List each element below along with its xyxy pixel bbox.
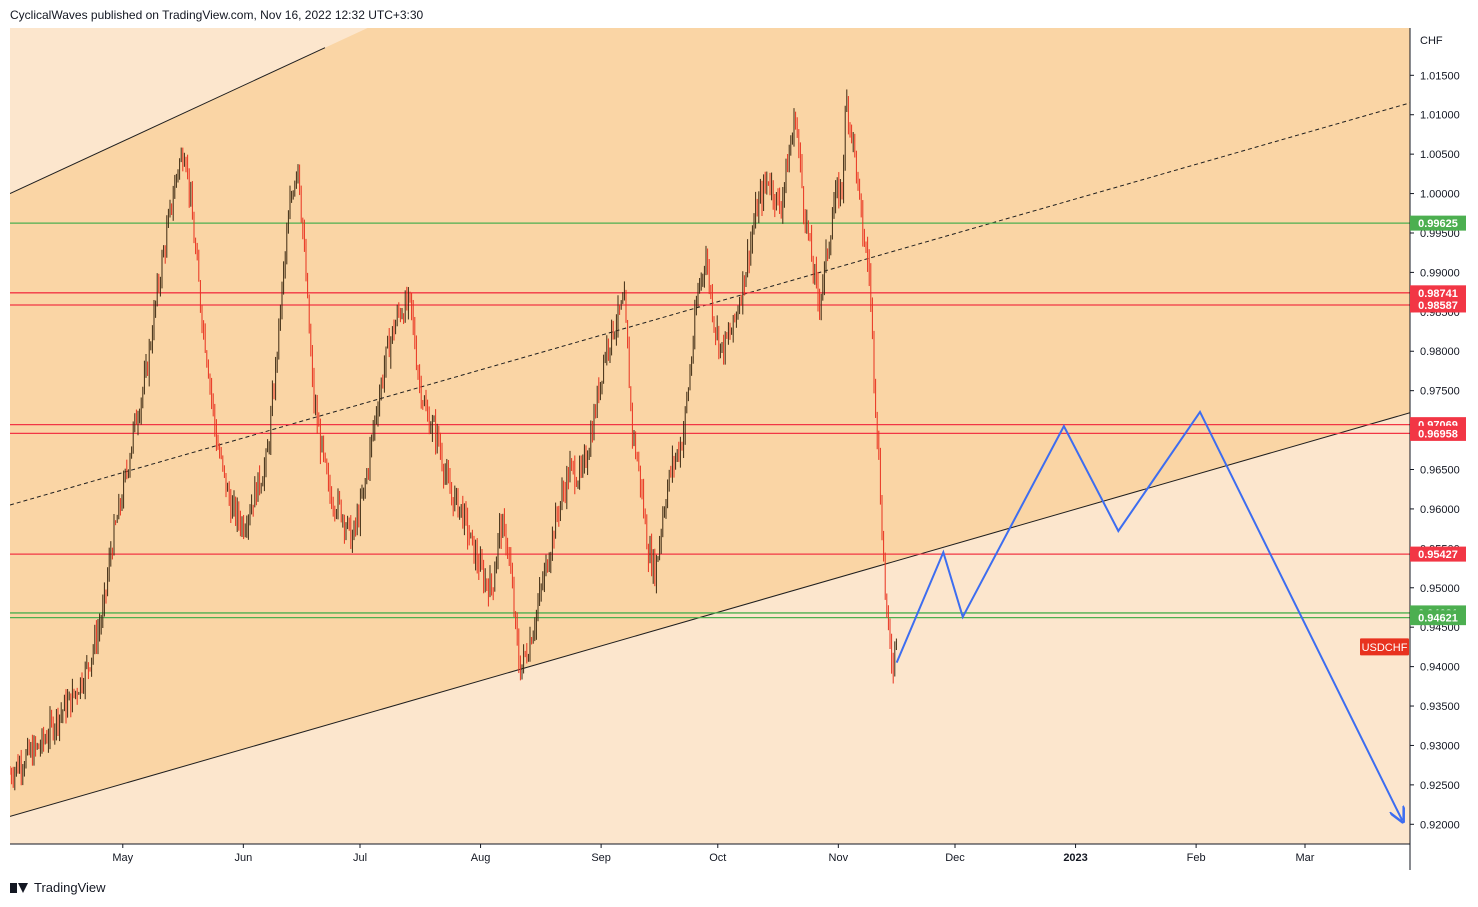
footer-brand[interactable]: TradingView (10, 880, 106, 895)
x-tick-label: May (112, 852, 133, 864)
x-tick-label: Sep (591, 852, 611, 864)
level-badge-label: 0.98587 (1418, 300, 1458, 312)
x-tick-label: Mar (1296, 852, 1315, 864)
level-badge-bg (1410, 285, 1466, 301)
y-tick-label: 0.98000 (1420, 346, 1460, 358)
y-tick-label: 0.93500 (1420, 701, 1460, 713)
symbol-label: USDCHF (1362, 642, 1408, 654)
y-tick-label: 0.93000 (1420, 740, 1460, 752)
channel-middle-line[interactable] (10, 102, 1410, 506)
price-level-badges: 0.996250.987410.985870.970690.969580.954… (1410, 215, 1466, 626)
level-badge-bg (1410, 297, 1466, 313)
level-badge-bg (1410, 546, 1466, 562)
level-badge-label: 0.99625 (1418, 218, 1458, 230)
level-badge: 0.96958 (1410, 425, 1466, 441)
level-badge: 0.98741 (1410, 285, 1466, 301)
y-tick-label: 1.01000 (1420, 110, 1460, 122)
projection-path[interactable] (895, 409, 1403, 820)
channel-upper-line[interactable] (10, 47, 326, 195)
y-tick-label: 0.92500 (1420, 780, 1460, 792)
y-tick-label: 0.99000 (1420, 267, 1460, 279)
horizontal-levels (10, 222, 1410, 619)
y-tick-label: 0.96500 (1420, 465, 1460, 477)
y-tick-label: 0.92000 (1420, 819, 1460, 831)
price-candles (10, 89, 897, 791)
y-tick-label: 0.94500 (1420, 622, 1460, 634)
x-tick-label: Jul (353, 852, 367, 864)
level-badge-bg (1410, 610, 1466, 626)
tradingview-logo-icon (10, 882, 28, 894)
level-badge: 0.99625 (1410, 215, 1466, 231)
level-badge-bg (1410, 215, 1466, 231)
y-tick-label: 0.94000 (1420, 662, 1460, 674)
y-tick-label: 0.99500 (1420, 228, 1460, 240)
symbol-badge[interactable]: USDCHF (1360, 638, 1409, 656)
level-badge: 0.95427 (1410, 546, 1466, 562)
y-tick-label: 1.00000 (1420, 189, 1460, 201)
x-tick-label: Nov (829, 852, 849, 864)
x-tick-label: Jun (234, 852, 252, 864)
y-tick-label: 0.96000 (1420, 504, 1460, 516)
x-tick-label: Dec (945, 852, 965, 864)
level-badge-bg (1410, 425, 1466, 441)
y-tick-label: 0.97500 (1420, 386, 1460, 398)
channel-lower-line[interactable] (10, 412, 1410, 817)
x-tick-label: Aug (471, 852, 491, 864)
level-badge: 0.98587 (1410, 297, 1466, 313)
y-tick-label: 1.00500 (1420, 149, 1460, 161)
plot-area[interactable] (10, 0, 1410, 844)
channel-fill (10, 28, 1410, 817)
x-tick-label: Oct (709, 852, 726, 864)
time-axis-ticks: May Jun Jul Aug Sep Oct Nov Dec 2023 Feb Mar (112, 844, 1315, 864)
level-badge-label: 0.98741 (1418, 288, 1458, 300)
price-axis-ticks: 1.01500 1.01000 1.00500 1.00000 0.99500 0.990… (1410, 70, 1460, 831)
level-badge: 0.94621 (1410, 610, 1466, 626)
y-tick-label: 0.95000 (1420, 583, 1460, 595)
level-badge-label: 0.96958 (1418, 428, 1458, 440)
publisher-caption: CyclicalWaves published on TradingView.c… (10, 8, 424, 22)
currency-label: CHF (1420, 35, 1443, 47)
tradingview-brand-label: TradingView (34, 880, 106, 895)
x-tick-label: 2023 (1063, 852, 1087, 864)
level-badge-label: 0.94621 (1418, 613, 1458, 625)
y-tick-label: 1.01500 (1420, 70, 1460, 82)
x-tick-label: Feb (1187, 852, 1206, 864)
level-badge-label: 0.95427 (1418, 549, 1458, 561)
